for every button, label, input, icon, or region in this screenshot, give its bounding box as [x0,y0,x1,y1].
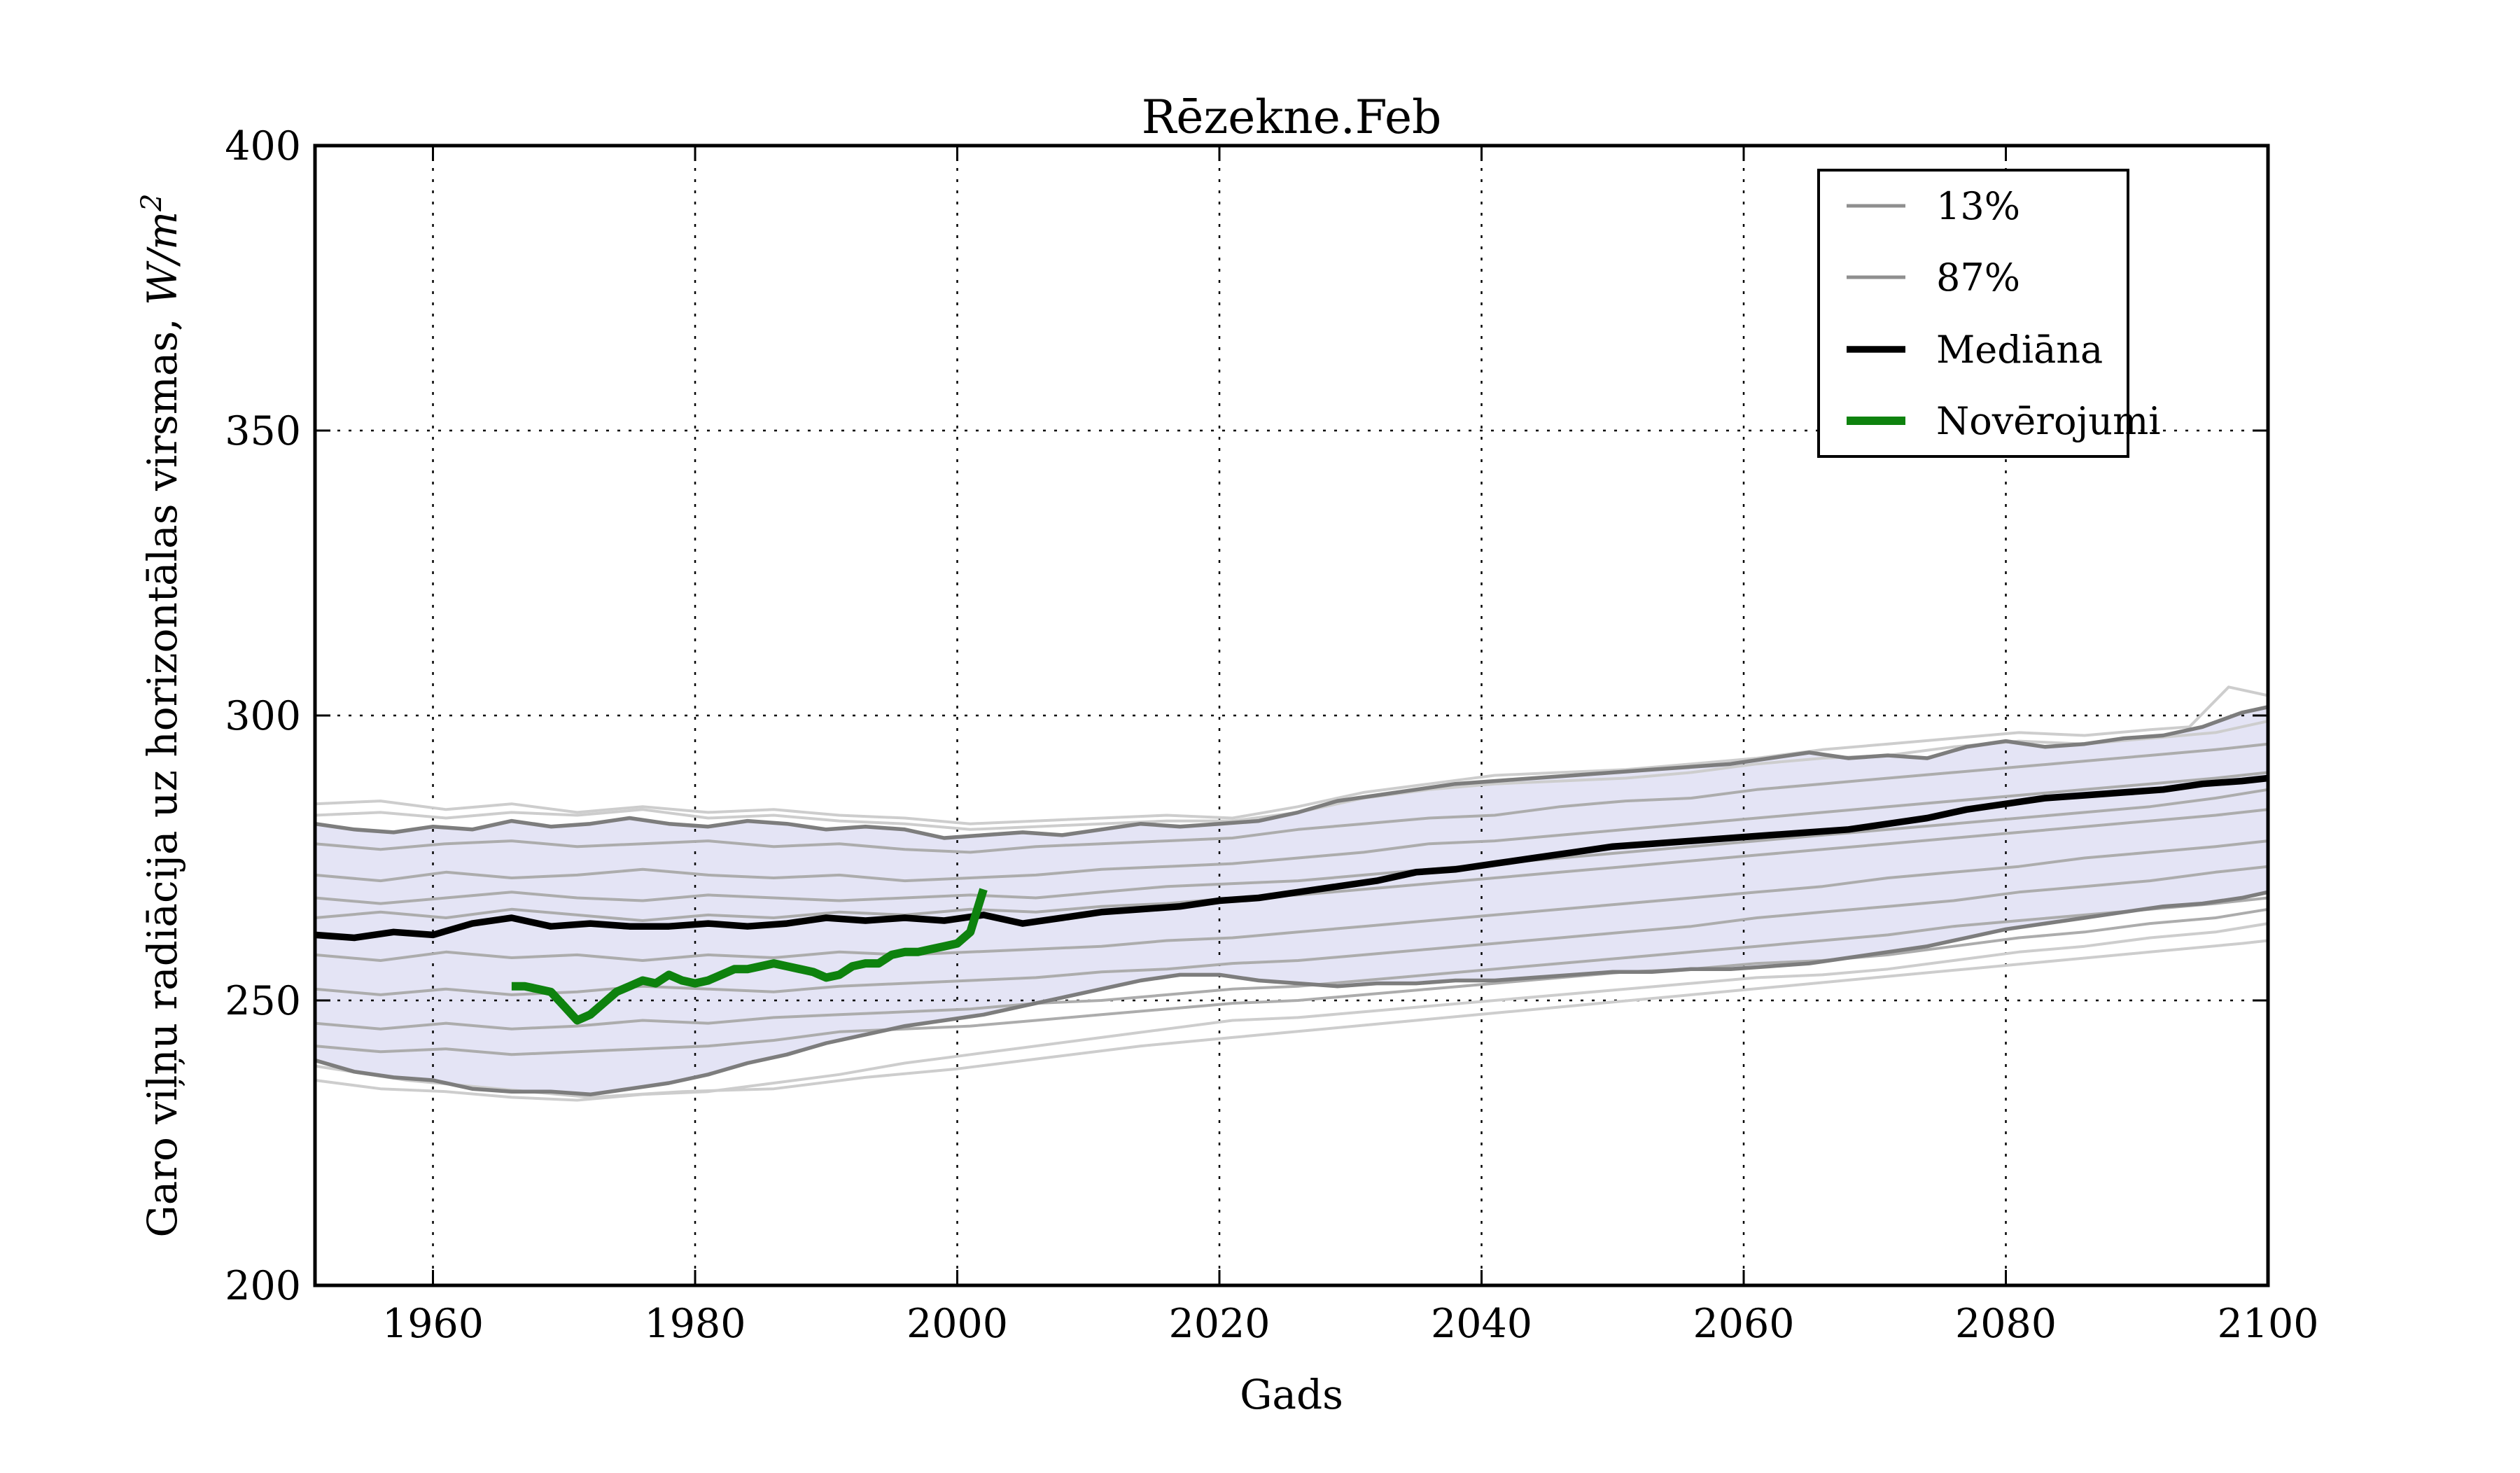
median-line [314,774,2269,942]
y-axis-label-text: Garo viļņu radiācija uz horizontālas vir… [139,305,186,1238]
band-13-87 [315,706,2268,1095]
ensemble-member-line [314,907,2269,1056]
ensemble-member-line [314,865,2269,996]
x-tick-label: 1960 [382,1301,484,1347]
y-tick-label: 400 [225,123,301,169]
x-tick-label: 2060 [1693,1301,1794,1347]
y-tick-label: 300 [225,693,301,739]
x-tick-label: 2080 [1955,1301,2057,1347]
legend: 13% 87% Mediāna Novērojumi [1817,169,2161,458]
x-axis-label: Gads [1240,1371,1343,1418]
chart-title: Rēzekne.Feb [1142,90,1442,144]
legend-label-87pct: 87% [1936,256,2020,300]
y-tick-label: 250 [225,978,301,1024]
x-tick-label: 2040 [1431,1301,1532,1347]
x-tick-label: 2000 [906,1301,1008,1347]
percentile-87-line [314,705,2269,840]
y-axis-label-unit: W/m [139,211,186,305]
ensemble-member-line [314,839,2269,962]
ensemble-member-line [314,742,2269,854]
y-tick-label: 350 [225,408,301,454]
legend-label-13pct: 13% [1936,184,2020,228]
legend-label-novorojumi: Novērojumi [1936,399,2161,443]
axes-spines [313,144,2270,1287]
legend-item-87pct: 87% [1847,256,2020,300]
x-tick-label: 2020 [1168,1301,1270,1347]
ensemble-member-line [314,685,2269,825]
y-axis-label: Garo viļņu radiācija uz horizontālas vir… [136,193,186,1237]
y-tick-label: 200 [225,1263,301,1309]
legend-label-mediana: Mediāna [1936,328,2103,372]
y-axis-label-unit-exponent: 2 [136,193,168,211]
x-tick-label: 1980 [644,1301,746,1347]
ensemble-member-line [314,896,2269,1031]
ensemble-member-line [314,939,2269,1099]
legend-item-mediana: Mediāna [1847,328,2103,372]
legend-item-novorojumi: Novērojumi [1847,399,2161,443]
legend-item-13pct: 13% [1847,184,2020,228]
x-tick-label: 2100 [2217,1301,2318,1347]
ensemble-member-line [314,771,2269,883]
legend-box [1817,169,2129,458]
plot-area: 1960 1980 2000 2020 2040 2060 2080 2100 200 250 30… [225,123,2318,1347]
observations-line [511,888,988,1025]
percentile-13-line [314,890,2269,1097]
ensemble-member-line [314,788,2269,905]
